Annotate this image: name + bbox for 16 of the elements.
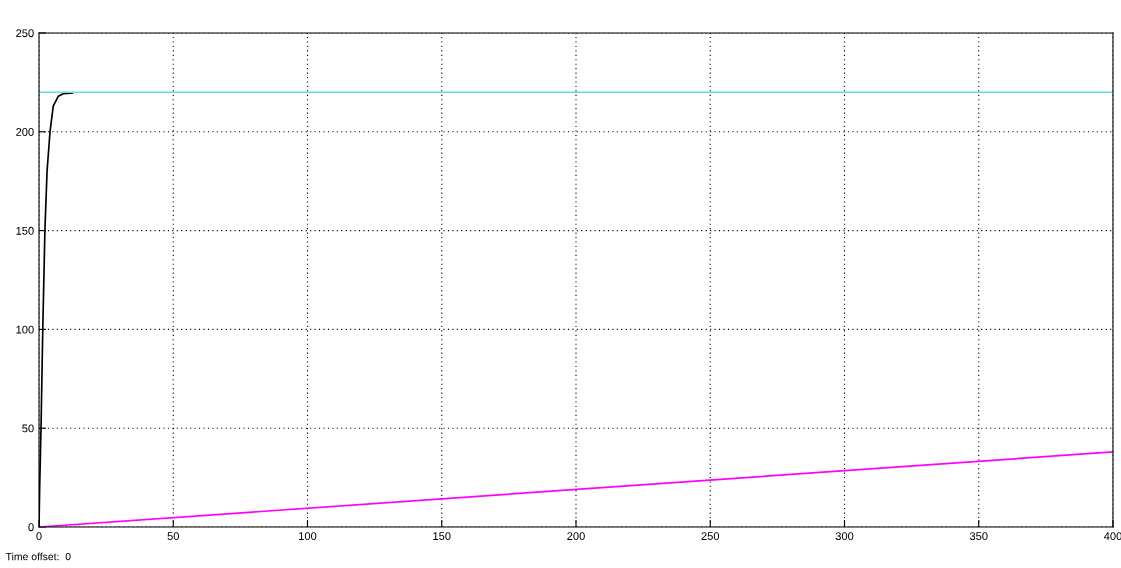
- y-tick-label: 50: [22, 424, 34, 433]
- y-tick-label: 0: [28, 523, 34, 532]
- y-tick-label: 250: [16, 29, 34, 38]
- x-tick-label: 50: [167, 532, 179, 541]
- text: Time offset: 0: [5, 552, 71, 561]
- y-tick-label: 150: [16, 226, 34, 235]
- x-tick-label: 200: [567, 532, 585, 541]
- x-tick-label: 100: [299, 532, 317, 541]
- x-tick-label: 350: [969, 532, 988, 541]
- x-tick-label: 400: [1103, 532, 1121, 541]
- x-tick-label: 250: [701, 532, 720, 541]
- y-tick-label: 200: [16, 128, 34, 136]
- y-tick-label: 100: [16, 325, 34, 334]
- x-tick-label: 0: [36, 532, 42, 541]
- x-tick-label: 300: [835, 532, 854, 541]
- x-tick-label: 150: [433, 532, 451, 541]
